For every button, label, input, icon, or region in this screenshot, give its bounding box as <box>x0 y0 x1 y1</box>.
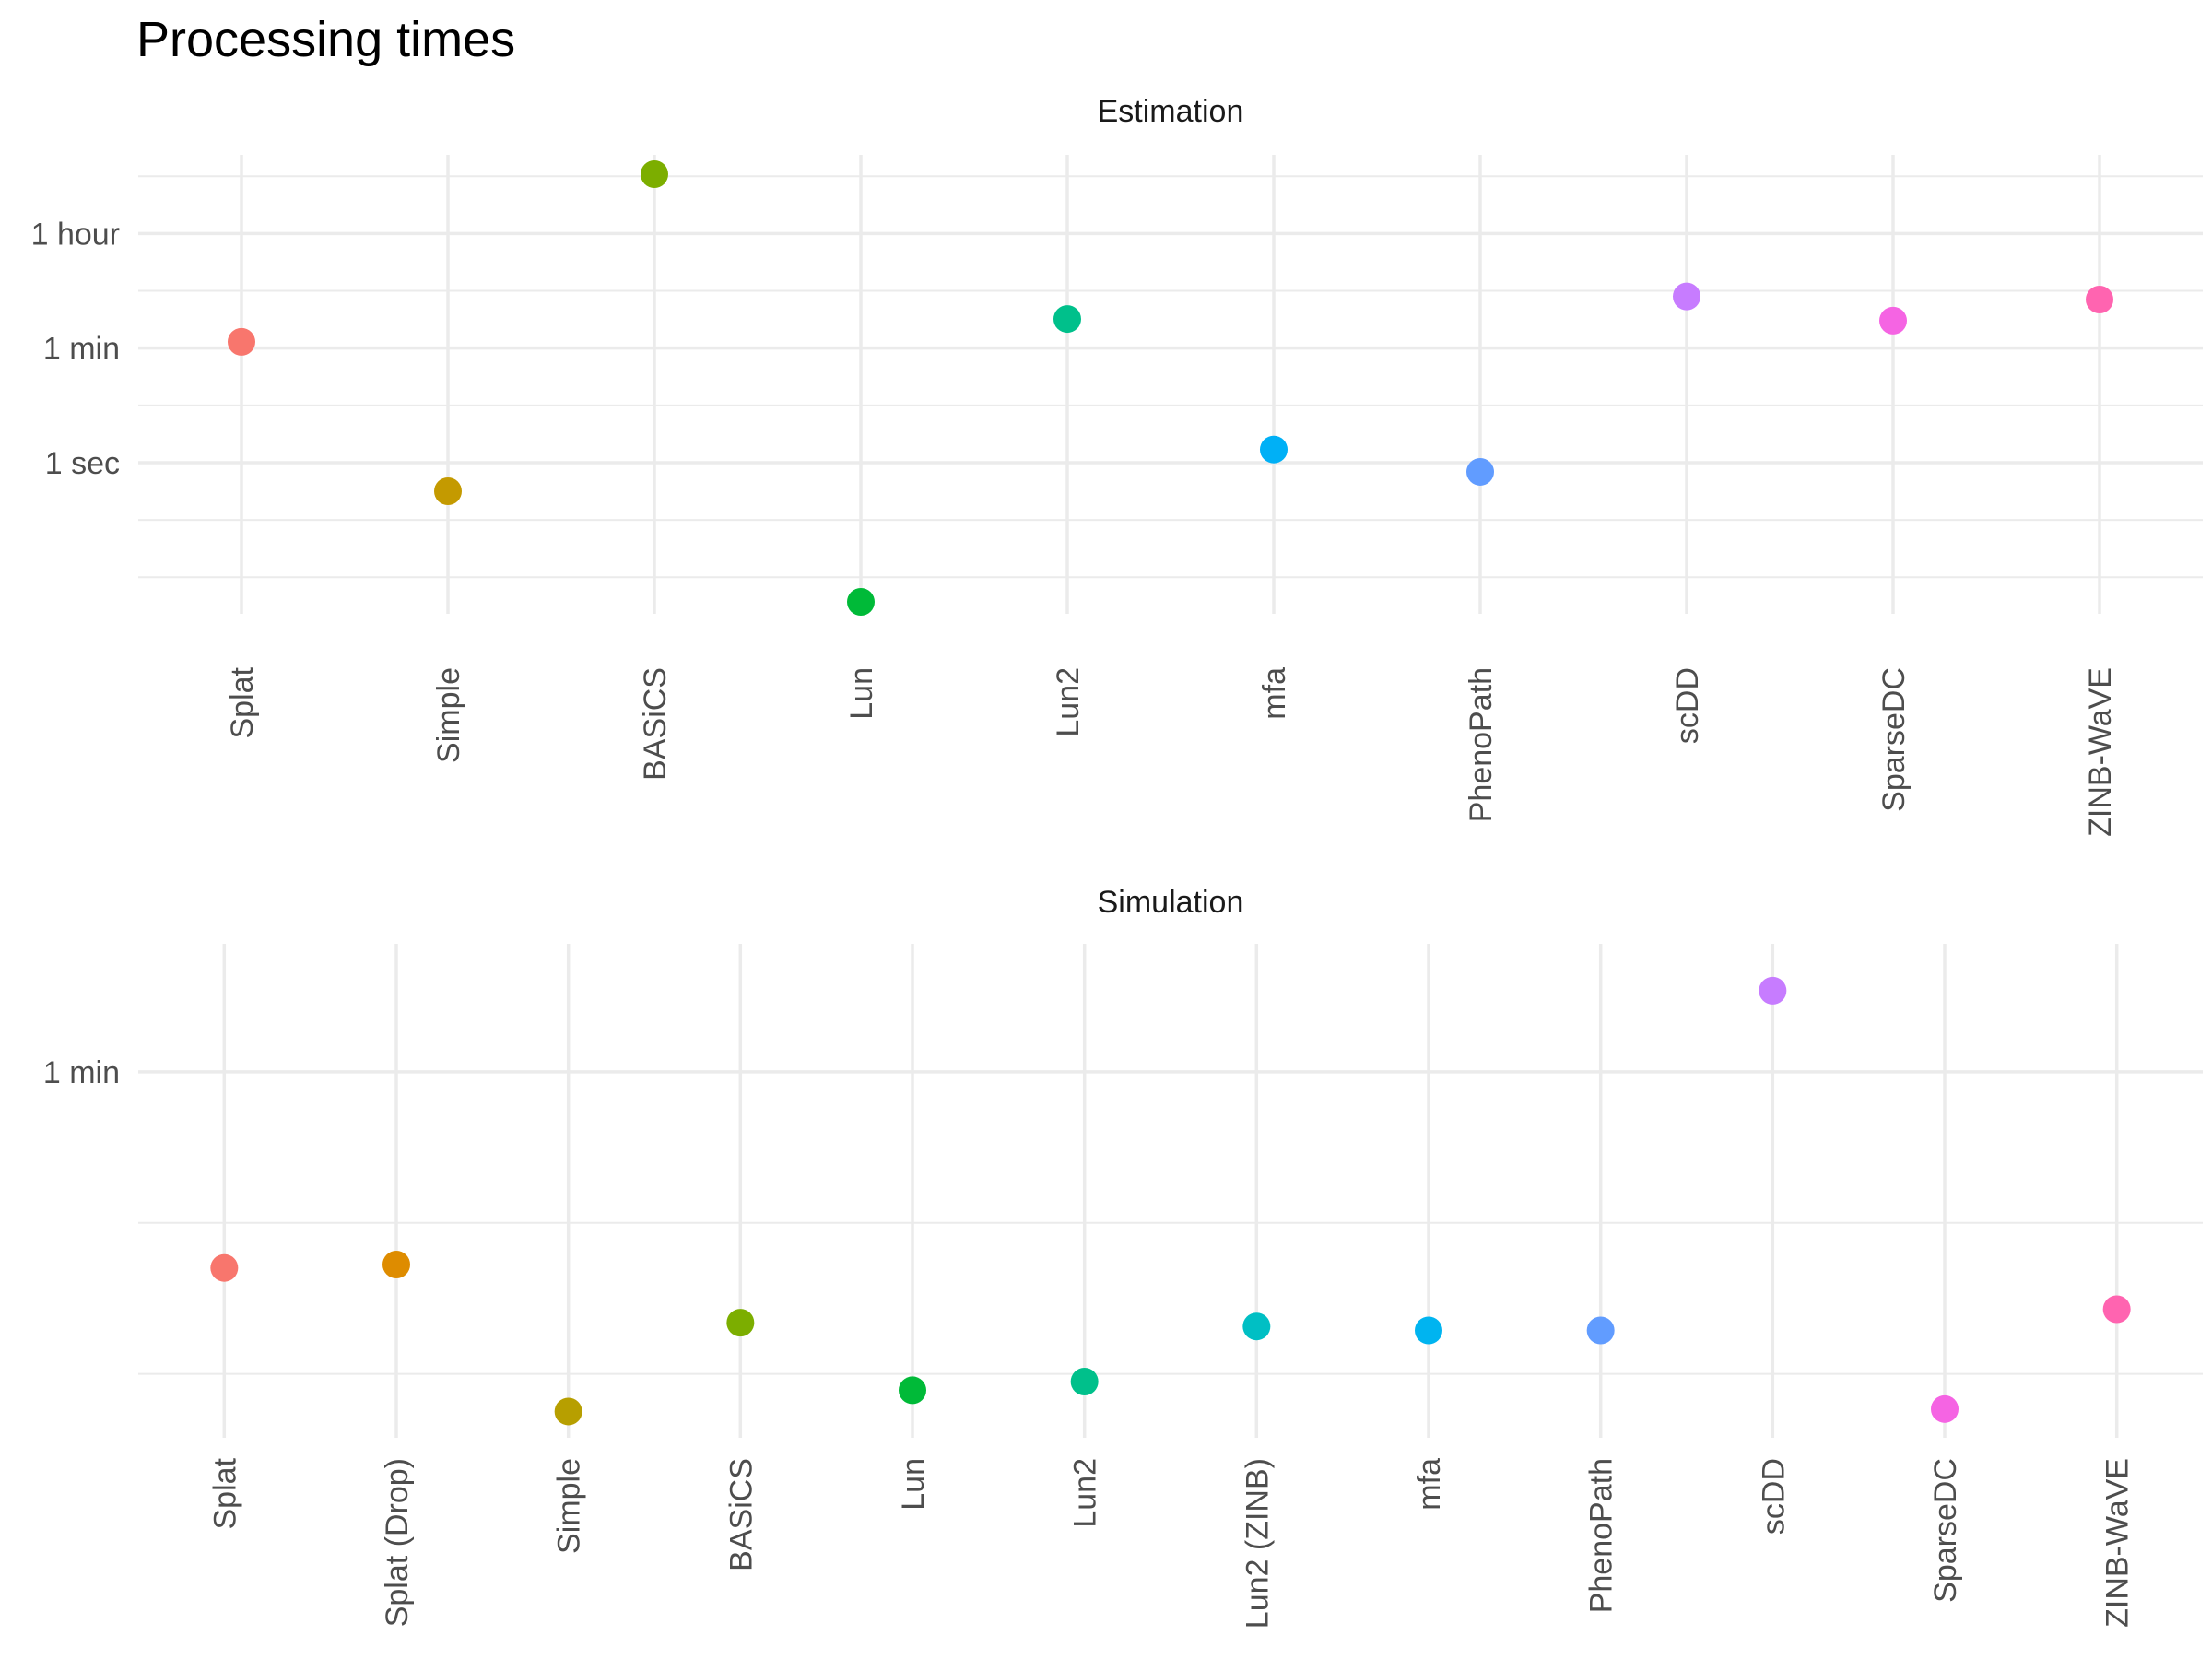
data-point <box>1415 1316 1442 1345</box>
data-point <box>554 1397 582 1426</box>
y-tick-label: 1 sec <box>45 446 120 481</box>
x-tick-label: scDD <box>1756 1458 1791 1535</box>
data-point <box>210 1253 239 1282</box>
x-tick-label: Simple <box>552 1458 587 1554</box>
y-tick-label: 1 hour <box>31 217 120 252</box>
data-point <box>899 1376 926 1405</box>
data-point <box>1586 1316 1615 1345</box>
x-tick-label: Lun2 <box>1051 667 1086 737</box>
x-tick-label: Lun <box>844 667 879 720</box>
y-tick-label: 1 min <box>43 332 120 367</box>
data-point <box>2086 286 2113 314</box>
x-tick-label: PhenoPath <box>1464 667 1499 822</box>
x-tick-label: ZINB-WaVE <box>2083 667 2118 837</box>
x-tick-label: scDD <box>1670 667 1705 744</box>
x-tick-label: BASiCS <box>724 1458 759 1571</box>
data-point <box>1673 282 1700 311</box>
estimation-panel: Estimation 1 sec 1 min 1 hour Splat Simple BAS… <box>31 94 2203 837</box>
data-point <box>1931 1394 1959 1423</box>
x-tick-label: ZINB-WaVE <box>2100 1458 2136 1628</box>
x-tick-label: Splat <box>225 666 260 738</box>
data-point <box>1260 435 1288 464</box>
x-tick-label: mfa <box>1257 667 1292 720</box>
x-tick-label: mfa <box>1412 1458 1447 1511</box>
x-tick-label: SparseDC <box>1877 667 1912 812</box>
data-point <box>726 1309 755 1337</box>
x-tick-label: Simple <box>431 667 466 763</box>
y-tick-label: 1 min <box>43 1055 120 1090</box>
chart-title: Processing times <box>136 12 516 67</box>
data-point <box>1053 305 1081 334</box>
estimation-panel-title: Estimation <box>1098 94 1244 129</box>
data-point <box>434 477 462 505</box>
x-tick-label: Lun2 (ZINB) <box>1240 1458 1275 1629</box>
data-point <box>1879 306 1907 335</box>
data-point <box>1242 1312 1271 1341</box>
data-point <box>2102 1295 2131 1324</box>
data-point <box>641 160 668 189</box>
data-point <box>847 588 875 617</box>
data-point <box>228 327 255 356</box>
x-tick-label: Lun2 <box>1068 1458 1103 1528</box>
x-tick-label: Splat (Drop) <box>380 1458 415 1627</box>
simulation-panel-title: Simulation <box>1098 885 1244 920</box>
x-tick-label: BASiCS <box>638 667 673 781</box>
simulation-panel: Simulation 1 min Splat Splat (Drop) Simple BA… <box>43 885 2203 1629</box>
x-tick-label: SparseDC <box>1928 1458 1963 1603</box>
data-point <box>1070 1367 1099 1395</box>
data-point <box>1759 976 1787 1005</box>
x-tick-label: Splat <box>207 1457 242 1529</box>
x-tick-label: Lun <box>896 1458 931 1511</box>
x-tick-label: PhenoPath <box>1584 1458 1619 1613</box>
data-point <box>382 1250 410 1278</box>
data-point <box>1466 457 1494 486</box>
